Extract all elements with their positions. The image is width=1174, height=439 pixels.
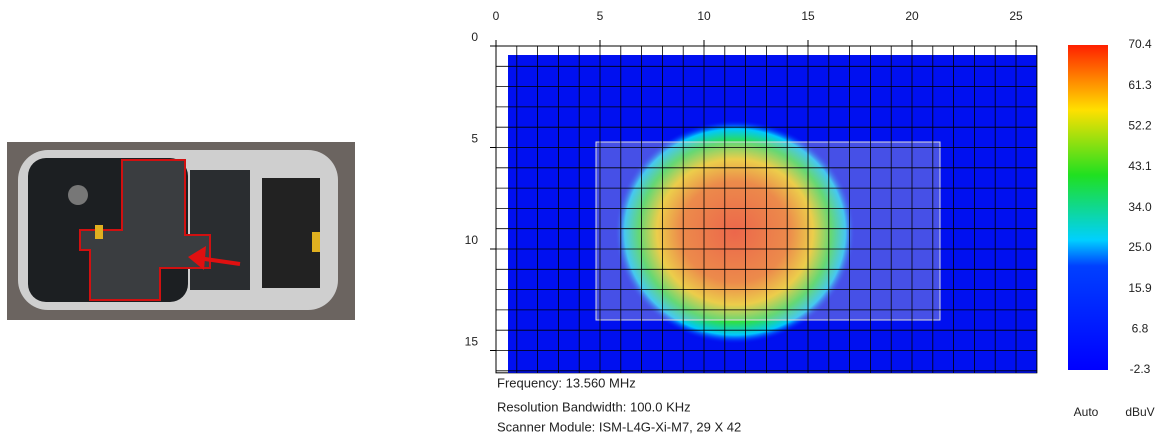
info-line: Resolution Bandwidth: 100.0 KHz (497, 399, 691, 414)
colorbar-unit: dBuV (1125, 405, 1154, 419)
x-tick-label: 15 (801, 9, 815, 23)
y-tick-label: 10 (465, 233, 479, 247)
colorbar-label: -2.3 (1130, 362, 1151, 376)
y-tick-label: 15 (465, 335, 479, 349)
info-line: Scanner Module: ISM-L4G-Xi-M7, 29 X 42 (497, 419, 741, 434)
x-tick-label: 25 (1009, 9, 1023, 23)
colorbar-label: 52.2 (1128, 119, 1152, 133)
x-tick-label: 5 (597, 9, 604, 23)
device-photo (7, 142, 355, 320)
colorbar-label: 61.3 (1128, 78, 1152, 92)
heatmap-hotspot (615, 120, 855, 344)
colorbar-label: 25.0 (1128, 240, 1152, 254)
colorbar-label: 15.9 (1128, 281, 1152, 295)
colorbar-label: 70.4 (1128, 37, 1152, 51)
y-tick-label: 0 (471, 30, 478, 44)
info-line: Frequency: 13.560 MHz (497, 375, 636, 390)
x-tick-label: 10 (697, 9, 711, 23)
colorbar: Auto dBuV 70.4 61.3 52.2 43.1 34.0 25.0 15.9 6.… (1068, 37, 1155, 419)
colorbar-label: 6.8 (1132, 321, 1149, 335)
colorbar-scale (1068, 45, 1108, 370)
colorbar-label: 34.0 (1128, 200, 1152, 214)
scan-info: Frequency: 13.560 MHz Resolution Bandwid… (497, 375, 741, 434)
scan-plot: 0 5 10 15 20 25 0 5 10 15 (465, 9, 1038, 374)
x-tick-label: 0 (493, 9, 500, 23)
y-tick-label: 5 (471, 132, 478, 146)
colorbar-mode: Auto (1074, 405, 1099, 419)
x-tick-label: 20 (905, 9, 919, 23)
device-overlay (595, 141, 941, 321)
colorbar-label: 43.1 (1128, 159, 1152, 173)
